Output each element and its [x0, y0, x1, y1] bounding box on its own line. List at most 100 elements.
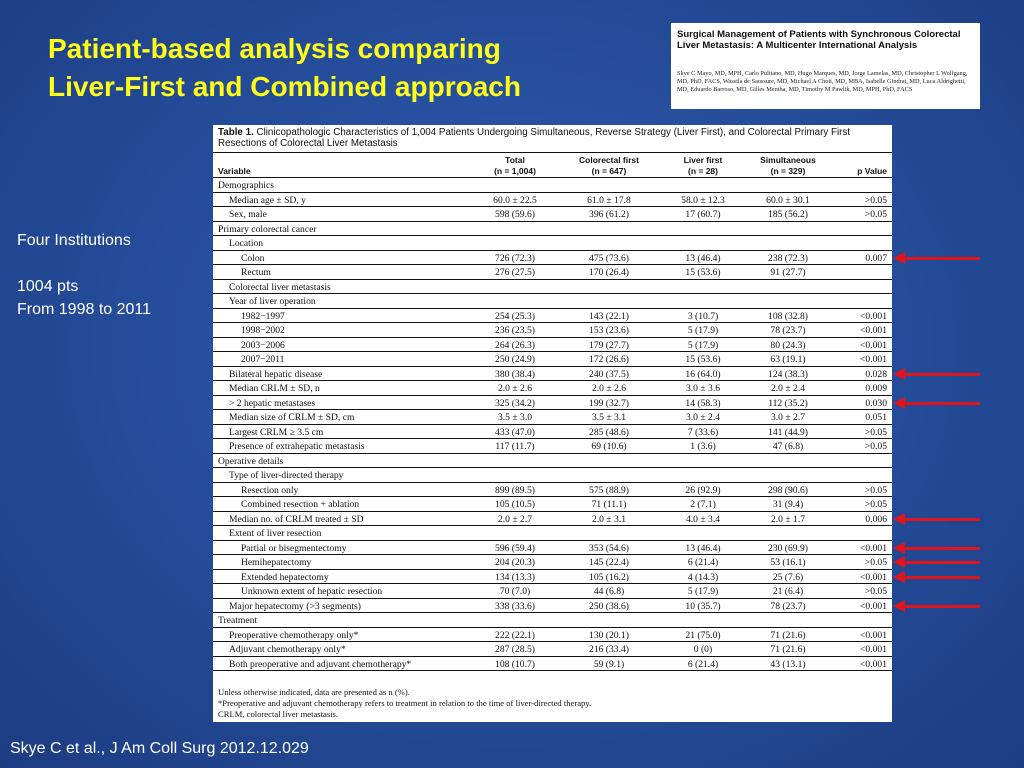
- cell-total: 325 (34.2): [495, 397, 535, 409]
- cell-colorectal-first: 2.0 ± 2.6: [591, 383, 627, 394]
- table-row: 2007−2011 250 (24.9) 172 (26.6) 15 (53.6) 63…: [213, 352, 892, 367]
- table-row: Sex, male 598 (59.6) 396 (61.2) 17 (60.7) 18…: [213, 207, 892, 222]
- cell-simultaneous: 78 (23.7): [770, 600, 806, 612]
- row-label: Unknown extent of hepatic resection: [241, 586, 383, 597]
- row-label: Partial or bisegmentectomy: [241, 542, 347, 554]
- row-label: Year of liver operation: [229, 296, 316, 307]
- cell-simultaneous: 71 (21.6): [770, 629, 806, 641]
- note-period: From 1998 to 2011: [17, 301, 152, 318]
- cell-total: 236 (23.5): [495, 325, 535, 336]
- cell-total: 117 (11.7): [495, 441, 535, 452]
- cell-p-value: <0.001: [860, 354, 887, 365]
- cell-p-value: <0.001: [860, 571, 887, 583]
- cell-total: 222 (22.1): [495, 629, 535, 641]
- cell-simultaneous: 71 (21.6): [770, 644, 806, 655]
- cell-liver-first: 10 (35.7): [685, 600, 721, 612]
- cell-colorectal-first: 3.5 ± 3.1: [591, 412, 627, 423]
- table-row: Extended hepatectomy 134 (13.3) 105 (16.2)…: [213, 570, 892, 584]
- cell-simultaneous: 43 (13.1): [770, 658, 806, 670]
- table-row: 1982−1997 254 (25.3) 143 (22.1) 3 (10.7) 108…: [213, 309, 892, 323]
- cell-simultaneous: 53 (16.1): [770, 557, 806, 568]
- cell-liver-first: 3.0 ± 3.6: [685, 383, 721, 394]
- cell-liver-first: 3.0 ± 2.4: [685, 412, 721, 423]
- cell-liver-first: 6 (21.4): [687, 557, 719, 568]
- cell-total: 3.5 ± 3.0: [497, 412, 533, 423]
- row-label: Operative details: [218, 455, 284, 467]
- cell-simultaneous: 31 (9.4): [772, 499, 804, 510]
- header-colorectal-first-n: (n = 647): [591, 166, 627, 176]
- cell-colorectal-first: 130 (20.1): [589, 629, 629, 641]
- cell-total: 596 (59.4): [495, 542, 535, 554]
- row-label: 2003−2006: [241, 339, 285, 351]
- header-liver-first: Liver first: [683, 155, 723, 165]
- cell-simultaneous: 60.0 ± 30.1: [766, 194, 810, 206]
- cell-p-value: >0.05: [864, 194, 887, 206]
- table-row: Median no. of CRLM treated ± SD 2.0 ± 2.7…: [213, 512, 892, 526]
- cell-p-value: 0.009: [865, 383, 887, 394]
- red-arrow-icon: [893, 571, 980, 583]
- cell-liver-first: 2 (7.1): [690, 499, 716, 510]
- table-row: Partial or bisegmentectomy 596 (59.4) 353 …: [213, 541, 892, 555]
- red-arrow-icon: [893, 368, 980, 380]
- cell-simultaneous: 91 (27.7): [770, 267, 806, 278]
- cell-total: 254 (25.3): [495, 310, 535, 322]
- cell-simultaneous: 21 (6.4): [772, 586, 804, 597]
- table-body: Demographics Median age ± SD, y 60.0 ± 22.…: [213, 178, 892, 671]
- cell-colorectal-first: 172 (26.6): [589, 354, 629, 365]
- table-row: Major hepatectomy (>3 segments) 338 (33.6…: [213, 599, 892, 613]
- cell-p-value: 0.030: [865, 397, 887, 409]
- cell-p-value: >0.05: [864, 484, 887, 496]
- slide-title: Patient-based analysis comparing Liver-F…: [48, 30, 648, 106]
- row-label: Extended hepatectomy: [241, 571, 329, 583]
- cell-liver-first: 14 (58.3): [685, 397, 721, 409]
- row-label: Major hepatectomy (>3 segments): [229, 600, 361, 612]
- cell-liver-first: 5 (17.9): [687, 325, 719, 336]
- table-row: Combined resection + ablation 105 (10.5) 7…: [213, 497, 892, 512]
- cell-simultaneous: 141 (44.9): [768, 426, 808, 438]
- cell-p-value: 0.006: [865, 513, 887, 525]
- row-label: Treatment: [218, 615, 258, 626]
- header-liver-first-n: (n = 28): [688, 166, 718, 176]
- cell-simultaneous: 230 (69.9): [768, 542, 808, 554]
- cell-p-value: <0.001: [860, 629, 887, 641]
- cell-p-value: 0.007: [865, 252, 887, 264]
- row-label: Median no. of CRLM treated ± SD: [229, 513, 364, 525]
- table-footnotes: Unless otherwise indicated, data are pre…: [218, 687, 888, 720]
- row-label: Primary colorectal cancer: [218, 223, 317, 235]
- cell-total: 276 (27.5): [495, 267, 535, 278]
- cell-p-value: >0.05: [864, 426, 887, 438]
- row-label: Colon: [241, 252, 265, 264]
- cell-p-value: <0.001: [860, 600, 887, 612]
- cell-p-value: <0.001: [860, 339, 887, 351]
- cell-total: 250 (24.9): [495, 354, 535, 365]
- paper-authors: Skye C Mayo, MD, MPH, Carlo Pulitano, MD…: [677, 70, 968, 93]
- cell-simultaneous: 124 (38.3): [768, 368, 808, 380]
- cell-colorectal-first: 145 (22.4): [589, 557, 629, 568]
- row-label: 1982−1997: [241, 310, 285, 322]
- table-row: Extent of liver resection: [213, 526, 892, 541]
- cell-simultaneous: 25 (7.6): [772, 571, 804, 583]
- paper-header-image: Surgical Management of Patients with Syn…: [671, 23, 980, 109]
- cell-liver-first: 16 (64.0): [685, 368, 721, 380]
- row-label: Presence of extrahepatic metastasis: [229, 441, 365, 452]
- cell-colorectal-first: 153 (23.6): [589, 325, 629, 336]
- cell-total: 338 (33.6): [495, 600, 535, 612]
- cell-total: 380 (38.4): [495, 368, 535, 380]
- cell-liver-first: 5 (17.9): [687, 339, 719, 351]
- cell-simultaneous: 80 (24.3): [770, 339, 806, 351]
- cell-colorectal-first: 105 (16.2): [589, 571, 629, 583]
- table-row: Primary colorectal cancer: [213, 222, 892, 236]
- cell-colorectal-first: 250 (38.6): [589, 600, 629, 612]
- cell-liver-first: 13 (46.4): [685, 542, 721, 554]
- table-row: Resection only 899 (89.5) 575 (88.9) 26 (92…: [213, 483, 892, 497]
- table-row: Unknown extent of hepatic resection 70 (7…: [213, 584, 892, 599]
- table-row: Median size of CRLM ± SD, cm 3.5 ± 3.0 3.5…: [213, 410, 892, 425]
- cell-colorectal-first: 179 (27.7): [589, 339, 629, 351]
- header-total: Total: [505, 155, 525, 165]
- cell-colorectal-first: 2.0 ± 3.1: [591, 513, 627, 525]
- table-row: 2003−2006 264 (26.3) 179 (27.7) 5 (17.9) 80 …: [213, 338, 892, 352]
- table-row: > 2 hepatic metastases 325 (34.2) 199 (32.…: [213, 396, 892, 410]
- cell-liver-first: 6 (21.4): [687, 658, 719, 670]
- cell-colorectal-first: 475 (73.6): [589, 252, 629, 264]
- table-row: Presence of extrahepatic metastasis 117 (…: [213, 439, 892, 454]
